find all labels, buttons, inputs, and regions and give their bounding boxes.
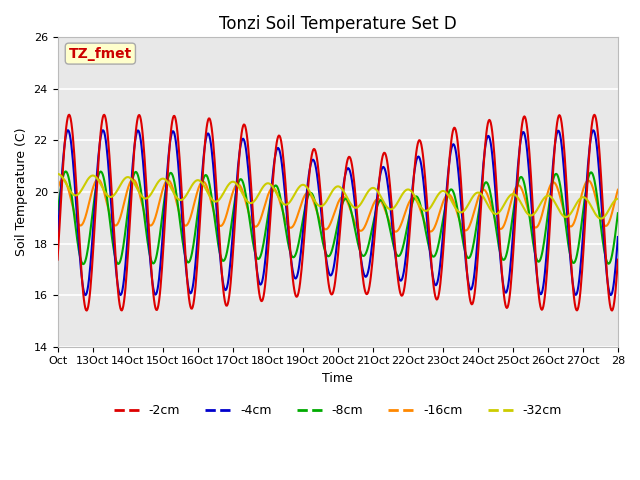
-8cm	[397, 251, 404, 256]
X-axis label: Time: Time	[323, 372, 353, 385]
Line: -8cm: -8cm	[58, 171, 618, 264]
-32cm	[396, 196, 403, 202]
-8cm	[54, 210, 61, 216]
-16cm	[272, 188, 280, 194]
-2cm	[54, 257, 61, 263]
-32cm	[427, 204, 435, 210]
-16cm	[59, 176, 67, 182]
-16cm	[251, 224, 259, 229]
-2cm	[223, 303, 231, 309]
-4cm	[252, 255, 259, 261]
-4cm	[54, 234, 61, 240]
-16cm	[614, 187, 621, 192]
-2cm	[396, 290, 404, 296]
-4cm	[224, 281, 232, 287]
-4cm	[273, 147, 280, 153]
Line: -32cm: -32cm	[58, 174, 618, 218]
-4cm	[81, 292, 89, 298]
-16cm	[223, 210, 231, 216]
-2cm	[608, 308, 616, 313]
-32cm	[250, 198, 258, 204]
-16cm	[428, 228, 436, 234]
-8cm	[428, 253, 436, 259]
-4cm	[428, 270, 436, 276]
-8cm	[224, 245, 232, 251]
Line: -2cm: -2cm	[58, 115, 618, 311]
-32cm	[223, 185, 230, 191]
-2cm	[272, 145, 280, 151]
Y-axis label: Soil Temperature (C): Soil Temperature (C)	[15, 128, 28, 256]
-2cm	[428, 263, 435, 268]
Title: Tonzi Soil Temperature Set D: Tonzi Soil Temperature Set D	[219, 15, 456, 33]
-16cm	[392, 229, 399, 235]
-16cm	[54, 186, 61, 192]
Line: -16cm: -16cm	[58, 179, 618, 232]
-32cm	[271, 188, 279, 194]
-8cm	[252, 252, 259, 257]
-2cm	[120, 299, 128, 304]
-8cm	[61, 168, 69, 174]
-16cm	[120, 201, 128, 206]
-8cm	[121, 233, 129, 239]
-4cm	[64, 127, 72, 133]
Line: -4cm: -4cm	[58, 130, 618, 295]
-32cm	[54, 171, 61, 177]
-8cm	[273, 183, 280, 189]
-8cm	[614, 210, 621, 216]
-8cm	[79, 261, 87, 267]
-4cm	[121, 269, 129, 275]
-32cm	[614, 196, 621, 202]
Text: TZ_fmet: TZ_fmet	[68, 47, 132, 60]
-4cm	[397, 278, 404, 284]
-2cm	[251, 240, 259, 246]
-4cm	[614, 234, 621, 240]
Legend: -2cm, -4cm, -8cm, -16cm, -32cm: -2cm, -4cm, -8cm, -16cm, -32cm	[109, 399, 567, 422]
-32cm	[597, 216, 605, 221]
-2cm	[614, 257, 621, 263]
-2cm	[65, 112, 73, 118]
-16cm	[397, 222, 404, 228]
-32cm	[120, 178, 127, 183]
